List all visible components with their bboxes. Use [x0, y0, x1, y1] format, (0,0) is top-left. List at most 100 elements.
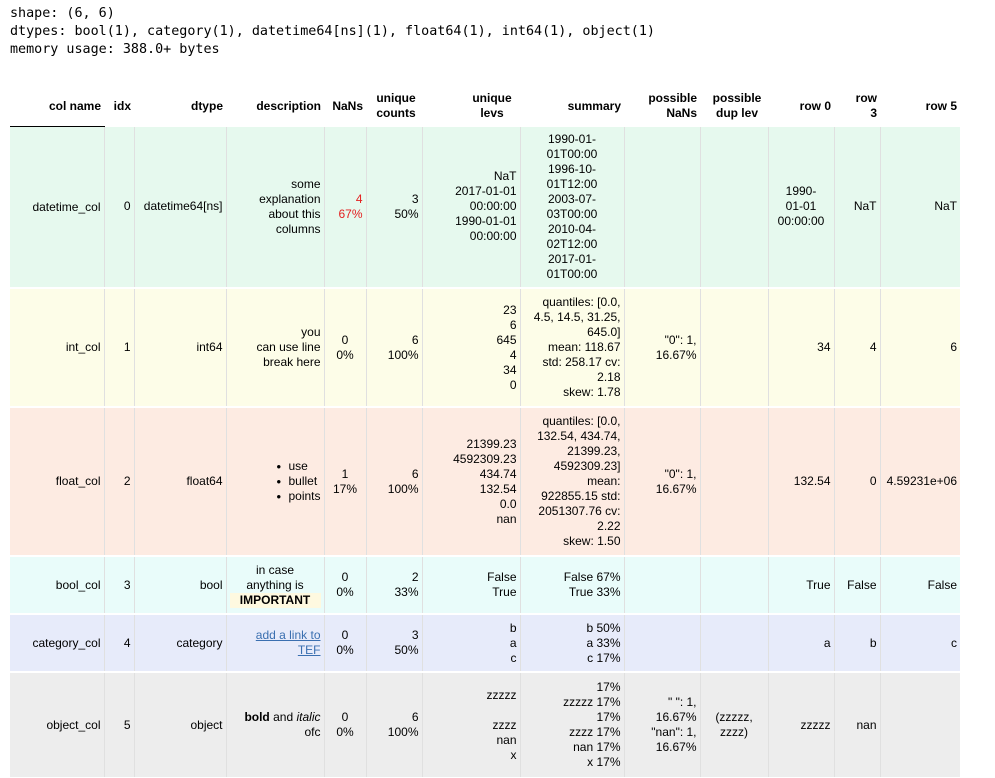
description-cell: add a link to TEF: [225, 615, 324, 671]
summary-cell: quantiles: [0.0, 132.54, 434.74, 21399.23,…: [519, 408, 624, 555]
col-name-cell: float_col: [10, 408, 104, 555]
summary-cell: 1990-01- 01T00:00 1996-10- 01T12:00 2003-07-…: [519, 126, 624, 287]
row-5-cell: NaT: [879, 126, 960, 287]
row-0-cell: a: [767, 615, 834, 671]
possible-nans-cell: [623, 126, 700, 287]
possible-dup-lev-cell: [699, 557, 768, 613]
header-possible-dup-lev: possible dup lev: [712, 91, 762, 121]
row-5-cell: c: [879, 615, 960, 671]
list-item: bullet: [276, 474, 320, 489]
table-row: int_col 1 int64 you can use line break her…: [10, 289, 960, 406]
row-3-cell: False: [833, 557, 880, 613]
possible-nans-cell: [623, 615, 700, 671]
row-3-cell: nan: [833, 673, 880, 777]
unique-counts-cell: 6 100%: [365, 289, 422, 406]
unique-counts-cell: 2 33%: [365, 557, 422, 613]
col-name-cell: bool_col: [10, 557, 104, 613]
description-cell: you can use line break here: [225, 289, 324, 406]
column-summary-table: col name idx dtype description NaNs uniq…: [10, 86, 960, 777]
idx-cell: 3: [103, 557, 134, 613]
list-item: use: [276, 459, 320, 474]
col-name-cell: object_col: [10, 673, 104, 777]
row-0-cell: True: [767, 557, 834, 613]
possible-dup-lev-cell: [699, 615, 768, 671]
row-3-cell: 0: [833, 408, 880, 555]
dtypes-line: dtypes: bool(1), category(1), datetime64…: [10, 24, 655, 39]
dtype-cell: float64: [133, 408, 226, 555]
possible-nans-cell: [623, 557, 700, 613]
nans-cell: 0 0%: [323, 557, 366, 613]
idx-cell: 0: [103, 126, 134, 287]
unique-levs-cell: False True: [421, 557, 520, 613]
nans-cell: 0 0%: [323, 615, 366, 671]
row-5-cell: 6: [879, 289, 960, 406]
header-summary: summary: [567, 98, 621, 113]
unique-counts-cell: 6 100%: [365, 408, 422, 555]
row-0-cell: 1990- 01-01 00:00:00: [767, 126, 834, 287]
possible-nans-cell: " ": 1, 16.67% "nan": 1, 16.67%: [623, 673, 700, 777]
header-description: description: [256, 98, 321, 113]
header-nans: NaNs: [332, 98, 363, 113]
dataframe-info: shape: (6, 6) dtypes: bool(1), category(…: [10, 5, 655, 59]
table-row: object_col 5 object bold and italic ofc 0…: [10, 673, 960, 777]
idx-cell: 4: [103, 615, 134, 671]
header-col-name: col name: [10, 86, 104, 127]
possible-dup-lev-cell: (zzzzz, zzzz): [699, 673, 768, 777]
possible-nans-cell: "0": 1, 16.67%: [623, 408, 700, 555]
unique-levs-cell: 21399.23 4592309.23 434.74 132.54 0.0 nan: [421, 408, 520, 555]
header-unique-counts: unique counts: [376, 91, 416, 121]
summary-cell: quantiles: [0.0, 4.5, 14.5, 31.25, 645.0] m…: [519, 289, 624, 406]
description-cell: some explanation about this columns: [225, 126, 324, 287]
unique-levs-cell: NaT 2017-01-01 00:00:00 1990-01-01 00:00:00: [421, 126, 520, 287]
row-0-cell: zzzzz: [767, 673, 834, 777]
header-dtype: dtype: [190, 98, 223, 113]
header-idx: idx: [113, 98, 131, 113]
important-text: IMPORTANT: [229, 592, 321, 608]
unique-counts-cell: 3 50%: [365, 126, 422, 287]
nans-cell: 4 67%: [323, 126, 366, 287]
possible-dup-lev-cell: [699, 289, 768, 406]
dtype-cell: datetime64[ns]: [133, 126, 226, 287]
nans-cell: 0 0%: [323, 289, 366, 406]
description-cell: bold and italic ofc: [225, 673, 324, 777]
bullet-list: use bullet points: [276, 459, 320, 504]
bold-text: bold: [244, 710, 270, 724]
table-row: float_col 2 float64 use bullet points 11…: [10, 408, 960, 555]
shape-line: shape: (6, 6): [10, 6, 115, 21]
header-row-3: row 3: [855, 91, 877, 121]
summary-cell: 17% zzzzz 17% 17% zzzz 17% nan 17% x 17%: [519, 673, 624, 777]
row-5-cell: 4.59231e+06: [879, 408, 960, 555]
col-name-cell: int_col: [10, 289, 104, 406]
idx-cell: 5: [103, 673, 134, 777]
table-row: category_col 4 category add a link to TEF…: [10, 615, 960, 671]
idx-cell: 2: [103, 408, 134, 555]
header-row: col name idx dtype description NaNs uniq…: [10, 86, 960, 127]
possible-nans-cell: "0": 1, 16.67%: [623, 289, 700, 406]
col-name-cell: datetime_col: [10, 126, 104, 287]
row-5-cell: False: [879, 557, 960, 613]
header-row-5: row 5: [925, 98, 957, 113]
row-3-cell: b: [833, 615, 880, 671]
dtype-cell: category: [133, 615, 226, 671]
col-name-cell: category_col: [10, 615, 104, 671]
description-cell: use bullet points: [225, 408, 324, 555]
unique-levs-cell: zzzzz zzzz nan x: [421, 673, 520, 777]
row-0-cell: 34: [767, 289, 834, 406]
dtype-cell: object: [133, 673, 226, 777]
nans-cell: 0 0%: [323, 673, 366, 777]
unique-counts-cell: 6 100%: [365, 673, 422, 777]
row-3-cell: 4: [833, 289, 880, 406]
possible-dup-lev-cell: [699, 408, 768, 555]
unique-levs-cell: 23 6 645 4 34 0: [421, 289, 520, 406]
row-0-cell: 132.54: [767, 408, 834, 555]
dtype-cell: bool: [133, 557, 226, 613]
tef-link[interactable]: add a link to TEF: [255, 628, 321, 657]
row-3-cell: NaT: [833, 126, 880, 287]
table-row: bool_col 3 bool in case anything is IMPORT…: [10, 557, 960, 613]
row-5-cell: [879, 673, 960, 777]
summary-cell: False 67% True 33%: [519, 557, 624, 613]
memory-line: memory usage: 388.0+ bytes: [10, 42, 220, 57]
possible-dup-lev-cell: [699, 126, 768, 287]
summary-cell: b 50% a 33% c 17%: [519, 615, 624, 671]
